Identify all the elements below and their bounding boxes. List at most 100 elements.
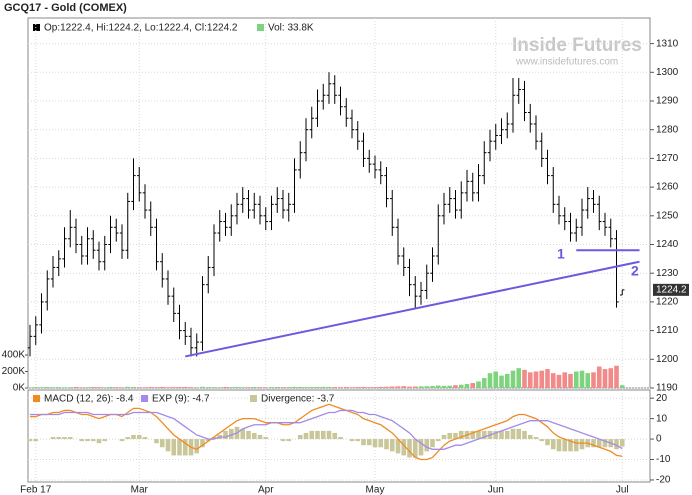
volume-bar bbox=[366, 387, 372, 388]
volume-bar bbox=[309, 387, 315, 388]
volume-bar bbox=[286, 387, 292, 388]
volume-bar bbox=[113, 387, 119, 388]
y-tick-label: 1280 bbox=[656, 124, 679, 135]
divergence-bar bbox=[401, 439, 407, 456]
volume-bar bbox=[453, 385, 458, 388]
watermark: Inside Futures bbox=[512, 35, 642, 56]
volume-bar bbox=[476, 381, 481, 388]
legend-text: EXP (9): -4.7 bbox=[152, 394, 210, 405]
macd-line bbox=[30, 403, 623, 461]
volume-bar bbox=[418, 386, 424, 388]
divergence-bar bbox=[177, 439, 182, 456]
divergence-bar bbox=[550, 439, 556, 450]
volume-bar bbox=[378, 386, 384, 388]
last-price-box bbox=[653, 283, 689, 296]
divergence-bar bbox=[458, 430, 464, 440]
volume-bar bbox=[527, 372, 533, 388]
divergence-bar bbox=[182, 439, 188, 456]
divergence-bar bbox=[79, 439, 85, 442]
divergence-bar bbox=[447, 432, 453, 440]
volume-bar bbox=[142, 387, 148, 388]
divergence-bar bbox=[62, 437, 67, 440]
volume-bar bbox=[102, 387, 108, 388]
volume-bar bbox=[412, 386, 418, 388]
divergence-bar bbox=[441, 434, 447, 440]
x-tick-label: May bbox=[366, 485, 385, 495]
divergence-bar bbox=[159, 439, 165, 448]
divergence-bar bbox=[516, 428, 522, 440]
y-tick-label: 20 bbox=[656, 393, 668, 404]
divergence-bar bbox=[499, 430, 504, 440]
divergence-bar bbox=[338, 437, 343, 440]
volume-bar bbox=[608, 368, 614, 388]
divergence-bar bbox=[332, 432, 338, 440]
volume-bar bbox=[177, 387, 182, 388]
divergence-bar bbox=[315, 430, 320, 440]
volume-bar bbox=[56, 387, 62, 388]
divergence-bar bbox=[407, 439, 412, 458]
y-tick-label: 0 bbox=[656, 434, 662, 445]
divergence-bar bbox=[619, 439, 625, 447]
volume-bar bbox=[355, 387, 361, 388]
volume-bar bbox=[401, 386, 407, 388]
divergence-bar bbox=[579, 439, 585, 450]
divergence-bar bbox=[424, 439, 430, 452]
y-tick-label: 1270 bbox=[656, 153, 679, 164]
volume-bar bbox=[424, 386, 430, 388]
y-tick-label: 1190 bbox=[656, 383, 678, 394]
divergence-bar bbox=[481, 430, 487, 440]
volume-bar bbox=[200, 386, 205, 388]
volume-bar bbox=[79, 387, 85, 388]
divergence-bar bbox=[171, 439, 177, 456]
divergence-bar bbox=[50, 437, 56, 440]
volume-bar bbox=[332, 387, 338, 388]
divergence-bar bbox=[125, 437, 131, 440]
volume-bar bbox=[568, 373, 573, 388]
volume-bar bbox=[470, 383, 476, 388]
y-tick-label: -10 bbox=[656, 454, 671, 465]
divergence-bar bbox=[326, 430, 332, 440]
divergence-bar bbox=[453, 432, 458, 440]
divergence-bar bbox=[372, 439, 378, 448]
volume-bar bbox=[136, 387, 142, 388]
divergence-bar bbox=[568, 439, 573, 452]
volume-bar bbox=[602, 369, 608, 388]
volume-bar bbox=[90, 387, 96, 388]
volume-bar bbox=[395, 386, 401, 388]
price-panel bbox=[27, 17, 651, 389]
volume-bar bbox=[614, 365, 619, 388]
volume-bar bbox=[148, 387, 154, 388]
volume-bar bbox=[39, 387, 44, 388]
divergence-bar bbox=[510, 428, 516, 440]
y-tick-label: 1260 bbox=[656, 182, 679, 193]
volume-bar bbox=[326, 386, 332, 388]
volume-bar bbox=[343, 387, 349, 388]
volume-bar bbox=[481, 378, 487, 388]
divergence-bar bbox=[384, 439, 389, 450]
volume-bar bbox=[493, 371, 499, 388]
volume-bar bbox=[205, 387, 211, 388]
volume-bar bbox=[211, 387, 217, 388]
volume-bar bbox=[154, 387, 159, 388]
divergence-bar bbox=[154, 439, 159, 444]
chart-title: GCQ17 - Gold (COMEX) bbox=[4, 2, 127, 14]
divergence-bar bbox=[240, 428, 246, 440]
divergence-bar bbox=[205, 439, 211, 442]
x-tick-label: Jun bbox=[488, 485, 504, 495]
y-tick-label: 1250 bbox=[656, 210, 679, 221]
legend-text: Op:1222.4, Hi:1224.2, Lo:1222.4, Cl:1224… bbox=[44, 23, 238, 34]
divergence-bar bbox=[412, 439, 418, 458]
y-tick-label: 1300 bbox=[656, 67, 679, 78]
volume-bar bbox=[182, 387, 188, 388]
volume-bar bbox=[504, 373, 510, 388]
divergence-bar bbox=[349, 439, 355, 442]
divergence-bar bbox=[56, 437, 62, 440]
volume-bar bbox=[384, 386, 389, 388]
divergence-bar bbox=[596, 439, 602, 448]
volume-bar bbox=[274, 387, 280, 388]
divergence-bar bbox=[435, 439, 441, 442]
volume-bar bbox=[447, 385, 453, 388]
volume-bar bbox=[96, 387, 102, 388]
x-tick-label: Jul bbox=[616, 485, 629, 495]
